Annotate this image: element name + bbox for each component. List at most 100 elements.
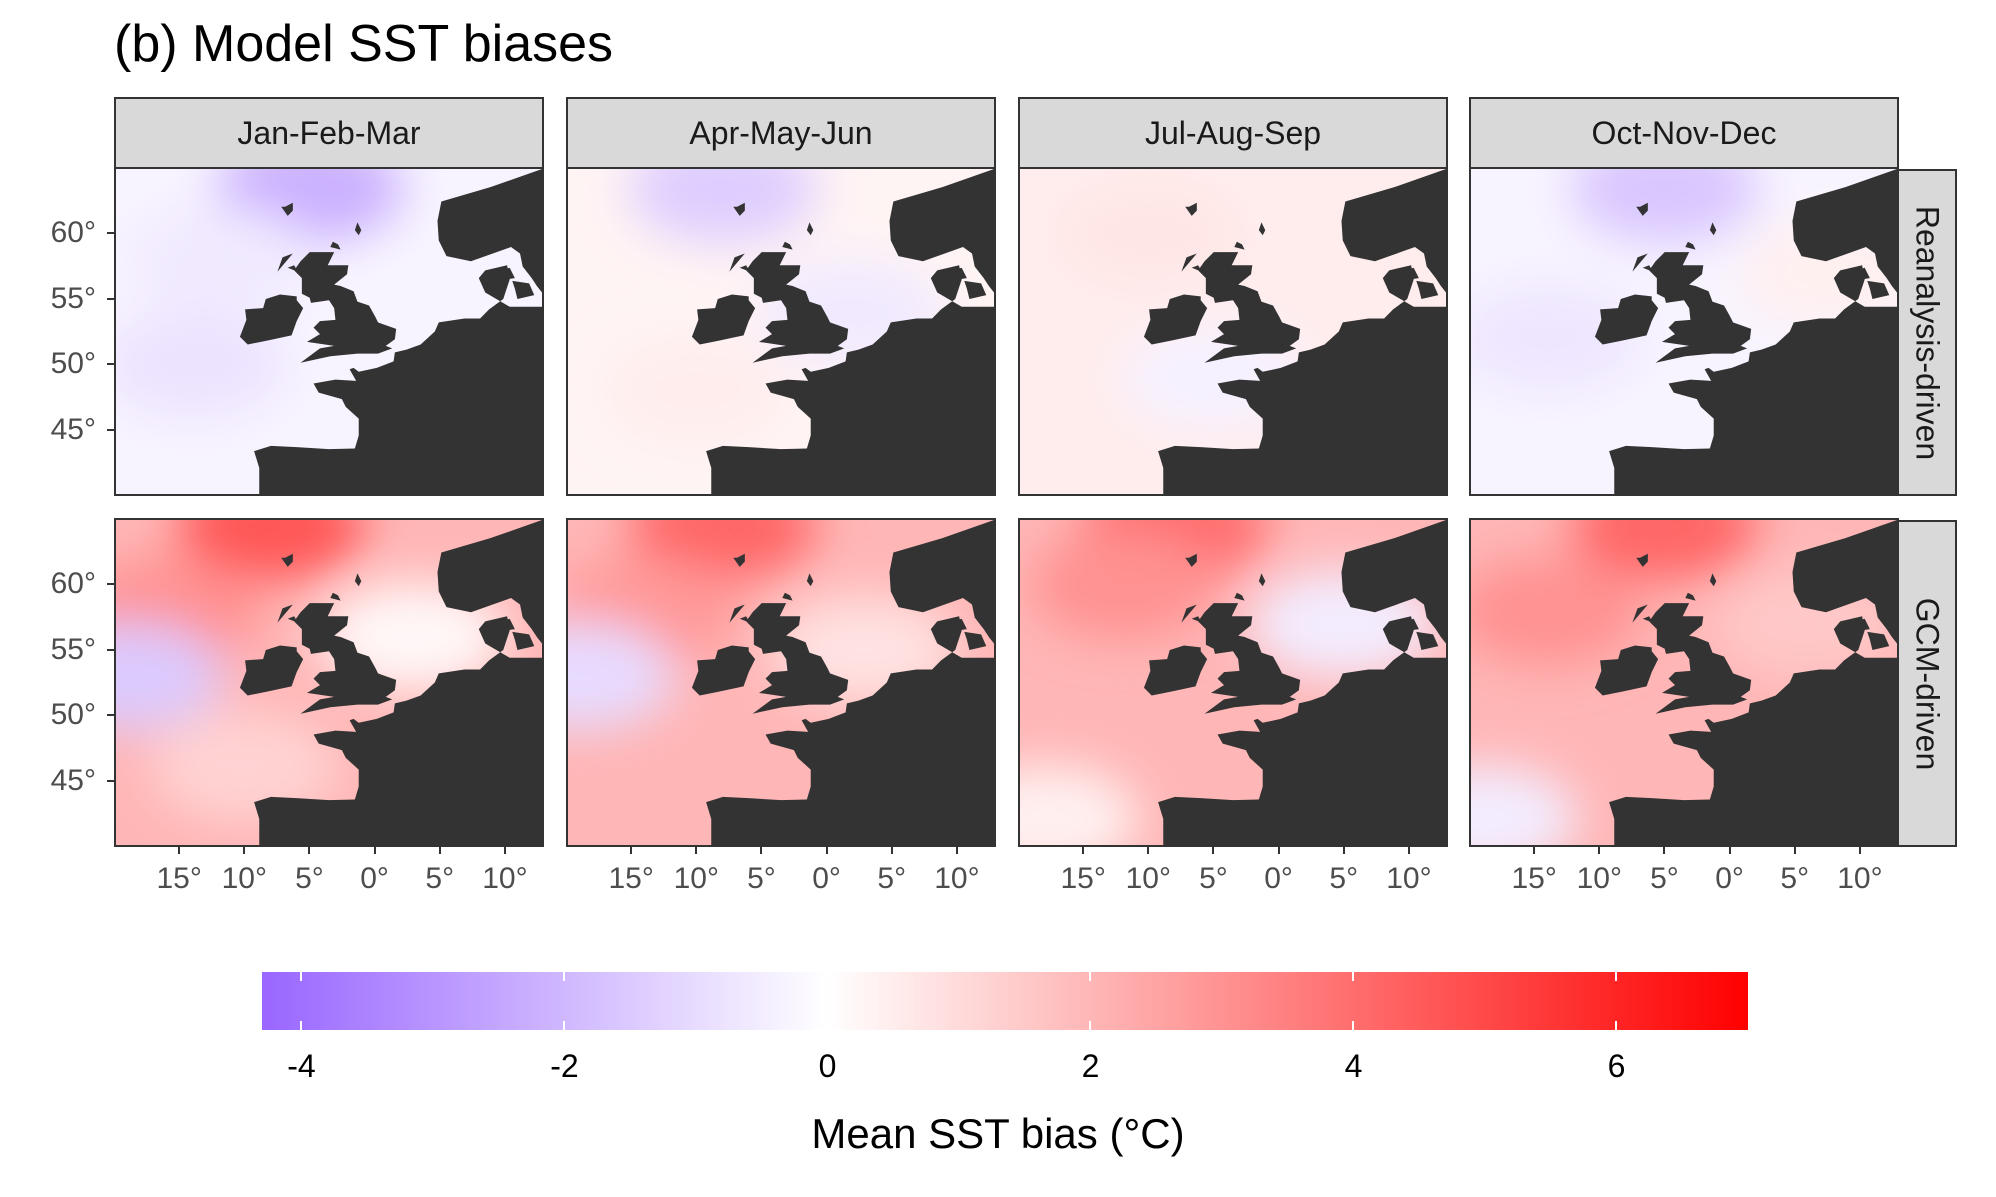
land-great-britain [1649, 603, 1752, 714]
x-tick-mark [890, 847, 893, 854]
land-island [932, 478, 953, 494]
map-panel-gcm-ond [1469, 518, 1899, 847]
x-tick-label: 5° [1329, 862, 1359, 895]
land-island [1851, 618, 1870, 632]
column-header-amj: Apr-May-Jun [566, 97, 996, 169]
land-island [1840, 456, 1852, 476]
x-tick-mark [630, 847, 633, 854]
y-tick-mark [107, 297, 114, 300]
x-tick-label: 15° [1060, 862, 1106, 895]
land-island [729, 253, 745, 272]
x-tick-label: 10° [482, 862, 528, 895]
x-tick-mark [1147, 847, 1150, 854]
x-tick-label: 0° [812, 862, 841, 895]
colorbar-tick-mark [300, 1021, 303, 1030]
row-header-gcm: GCM-driven [1897, 520, 1957, 847]
land-island [485, 456, 497, 476]
land-island [1642, 265, 1653, 272]
land-great-britain [1649, 252, 1752, 363]
x-tick-label: 15° [1511, 862, 1557, 895]
land-island [330, 592, 341, 601]
map-panel-reanalysis-amj [566, 167, 996, 496]
land-island [281, 202, 293, 216]
land-great-britain [746, 252, 849, 363]
x-tick-label: 10° [1125, 862, 1171, 895]
x-tick-mark [825, 847, 828, 854]
land-island [806, 573, 814, 587]
x-tick-label: 0° [360, 862, 389, 895]
land-island [1384, 478, 1405, 494]
land-island [964, 280, 987, 299]
land-island [1642, 616, 1653, 623]
sst-map [1471, 169, 1897, 494]
x-tick-label: 10° [673, 862, 719, 895]
column-header-ond: Oct-Nov-Dec [1469, 97, 1899, 169]
land-island [729, 604, 745, 623]
land-ireland [691, 294, 756, 345]
land-ireland [239, 294, 304, 345]
y-tick-mark [107, 582, 114, 585]
land-island [1632, 604, 1648, 623]
colorbar-tick-label: -2 [550, 1048, 579, 1084]
sst-bias-region [1471, 283, 1643, 393]
map-panel-reanalysis-jas [1018, 167, 1448, 496]
land-island [948, 618, 967, 632]
land-island [330, 241, 341, 250]
colorbar-tick-mark [563, 972, 566, 981]
land-island [1867, 631, 1890, 650]
land-island [1840, 807, 1852, 827]
x-tick-mark [1082, 847, 1085, 854]
x-tick-mark [1663, 847, 1666, 854]
colorbar-tick-mark [1352, 1021, 1355, 1030]
land-ireland [239, 645, 304, 696]
land-island [1636, 202, 1648, 216]
land-island [948, 267, 967, 281]
land-island [964, 631, 987, 650]
land-great-britain [294, 603, 397, 714]
land-island [287, 616, 298, 623]
x-tick-mark [438, 847, 441, 854]
colorbar-tick-mark [1352, 972, 1355, 981]
sst-map [116, 169, 542, 494]
land-island [1709, 222, 1717, 236]
colorbar-tick-label: 6 [1607, 1048, 1626, 1084]
land-island [1384, 829, 1405, 845]
colorbar-tick-mark [1615, 1021, 1618, 1030]
column-header-jas: Jul-Aug-Sep [1018, 97, 1448, 169]
land-europe [706, 520, 994, 845]
y-tick-label: 45° [50, 413, 96, 447]
land-europe [1609, 169, 1897, 494]
x-tick-mark [1342, 847, 1345, 854]
map-panel-gcm-jas [1018, 518, 1448, 847]
colorbar-tick-mark [1089, 1021, 1092, 1030]
map-panel-gcm-jfm [114, 518, 544, 847]
land-island [480, 829, 501, 845]
colorbar-tick-mark [300, 972, 303, 981]
land-europe [254, 520, 542, 845]
land-island [485, 807, 497, 827]
y-tick-label: 55° [50, 281, 96, 315]
land-island [1191, 616, 1202, 623]
land-island [937, 456, 949, 476]
land-island [277, 604, 293, 623]
land-island [1685, 592, 1696, 601]
land-island [733, 202, 745, 216]
sst-map [568, 520, 994, 845]
land-island [1867, 280, 1890, 299]
colorbar-tick-label: 4 [1344, 1048, 1363, 1084]
land-europe [254, 169, 542, 494]
land-island [1258, 573, 1266, 587]
x-tick-mark [1407, 847, 1410, 854]
land-island [1389, 456, 1401, 476]
x-tick-mark [243, 847, 246, 854]
row-header-reanalysis: Reanalysis-driven [1897, 169, 1957, 496]
land-island [1185, 553, 1197, 567]
y-tick-label: 60° [50, 215, 96, 249]
sst-bias-region [1471, 764, 1578, 845]
land-island [1181, 604, 1197, 623]
land-island [782, 241, 793, 250]
land-island [806, 222, 814, 236]
land-europe [706, 169, 994, 494]
land-island [1835, 478, 1856, 494]
x-tick-label: 5° [425, 862, 455, 895]
